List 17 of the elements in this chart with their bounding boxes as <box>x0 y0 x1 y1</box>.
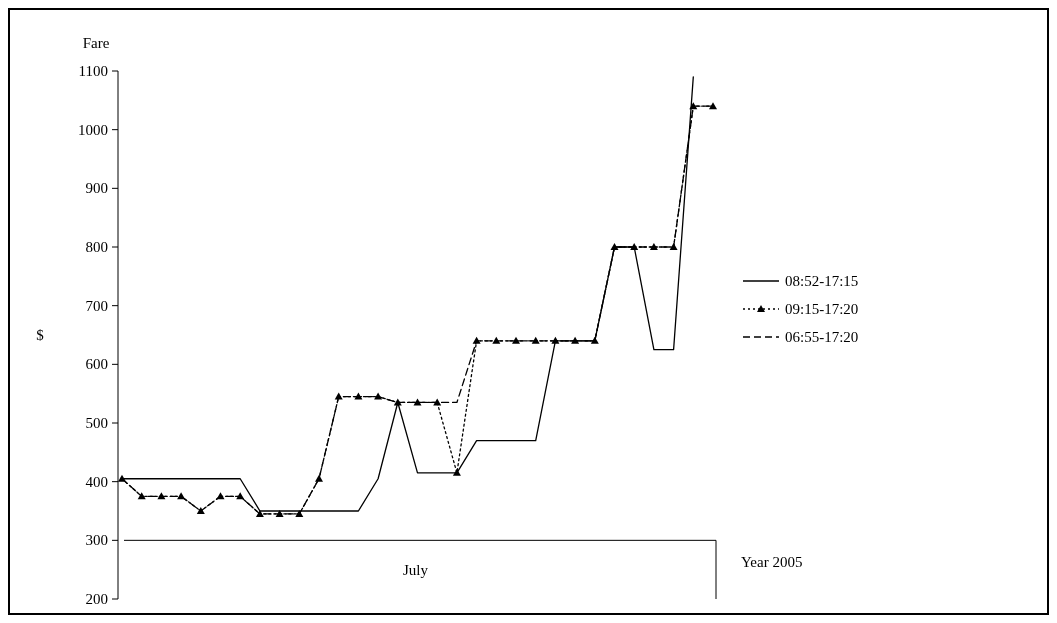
y-tick-label: 500 <box>85 415 108 431</box>
text: Year 2005 <box>741 553 803 570</box>
y-tick-label: 600 <box>85 356 108 373</box>
y-axis-title: $ <box>36 327 45 343</box>
legend-label: 06:55-17:20 <box>785 329 859 345</box>
y-tick-label: 800 <box>85 239 108 255</box>
y-tick-label: 300 <box>85 532 108 549</box>
chart-title: Fare <box>82 35 110 51</box>
y-tick-label: 400 <box>85 473 108 490</box>
y-tick-label: 1000 <box>78 121 108 138</box>
y-tick-label: 200 <box>85 591 108 607</box>
y-tick-label: 1100 <box>78 63 108 79</box>
y-tick-label: 900 <box>85 180 108 197</box>
annotation: July <box>402 561 429 578</box>
legend-label: 09:15-17:20 <box>785 301 859 317</box>
y-tick-label: 700 <box>85 297 108 314</box>
legend-label: 08:52-17:15 <box>785 273 859 289</box>
